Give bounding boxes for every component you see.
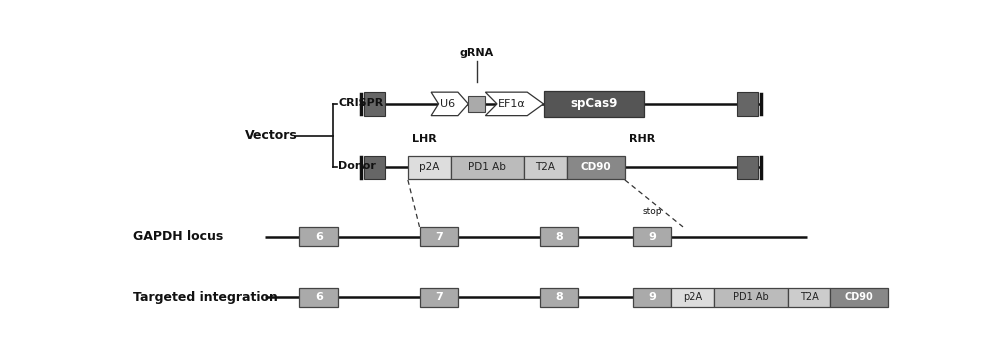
Text: Vectors: Vectors	[245, 129, 298, 142]
Text: EF1α: EF1α	[498, 99, 526, 109]
FancyBboxPatch shape	[567, 156, 625, 179]
FancyBboxPatch shape	[540, 288, 578, 307]
FancyBboxPatch shape	[788, 288, 830, 307]
Text: GAPDH locus: GAPDH locus	[133, 230, 223, 243]
Text: T2A: T2A	[800, 292, 818, 302]
Text: LHR: LHR	[412, 134, 436, 144]
FancyBboxPatch shape	[714, 288, 788, 307]
FancyBboxPatch shape	[830, 288, 888, 307]
Text: 9: 9	[648, 232, 656, 242]
Text: 7: 7	[435, 292, 443, 302]
FancyBboxPatch shape	[420, 288, 458, 307]
Text: p2A: p2A	[419, 163, 439, 172]
FancyBboxPatch shape	[737, 156, 758, 179]
Text: 8: 8	[555, 232, 563, 242]
Text: spCas9: spCas9	[570, 97, 618, 111]
FancyBboxPatch shape	[671, 288, 714, 307]
FancyBboxPatch shape	[540, 227, 578, 246]
Text: PD1 Ab: PD1 Ab	[468, 163, 506, 172]
Text: U6: U6	[440, 99, 455, 109]
Polygon shape	[485, 92, 544, 116]
FancyBboxPatch shape	[420, 227, 458, 246]
Text: 6: 6	[315, 232, 323, 242]
FancyBboxPatch shape	[737, 92, 758, 116]
Text: 7: 7	[435, 232, 443, 242]
FancyBboxPatch shape	[450, 156, 524, 179]
Text: Targeted integration: Targeted integration	[133, 291, 278, 304]
Text: stop: stop	[642, 207, 662, 216]
Text: T2A: T2A	[535, 163, 555, 172]
FancyBboxPatch shape	[633, 227, 671, 246]
FancyBboxPatch shape	[299, 288, 338, 307]
Text: RHR: RHR	[629, 134, 655, 144]
Polygon shape	[431, 92, 468, 116]
Text: Donor: Donor	[338, 161, 376, 171]
FancyBboxPatch shape	[364, 92, 385, 116]
FancyBboxPatch shape	[468, 95, 485, 112]
Text: p2A: p2A	[683, 292, 702, 302]
FancyBboxPatch shape	[524, 156, 567, 179]
FancyBboxPatch shape	[364, 156, 385, 179]
Text: 6: 6	[315, 292, 323, 302]
Text: 9: 9	[648, 292, 656, 302]
Text: 8: 8	[555, 292, 563, 302]
Text: CD90: CD90	[845, 292, 874, 302]
Text: PD1 Ab: PD1 Ab	[733, 292, 769, 302]
FancyBboxPatch shape	[299, 227, 338, 246]
FancyBboxPatch shape	[633, 288, 671, 307]
FancyBboxPatch shape	[408, 156, 450, 179]
Text: CRISPR: CRISPR	[338, 98, 383, 107]
Text: gRNA: gRNA	[460, 48, 494, 58]
FancyBboxPatch shape	[544, 91, 644, 117]
Text: CD90: CD90	[580, 163, 611, 172]
